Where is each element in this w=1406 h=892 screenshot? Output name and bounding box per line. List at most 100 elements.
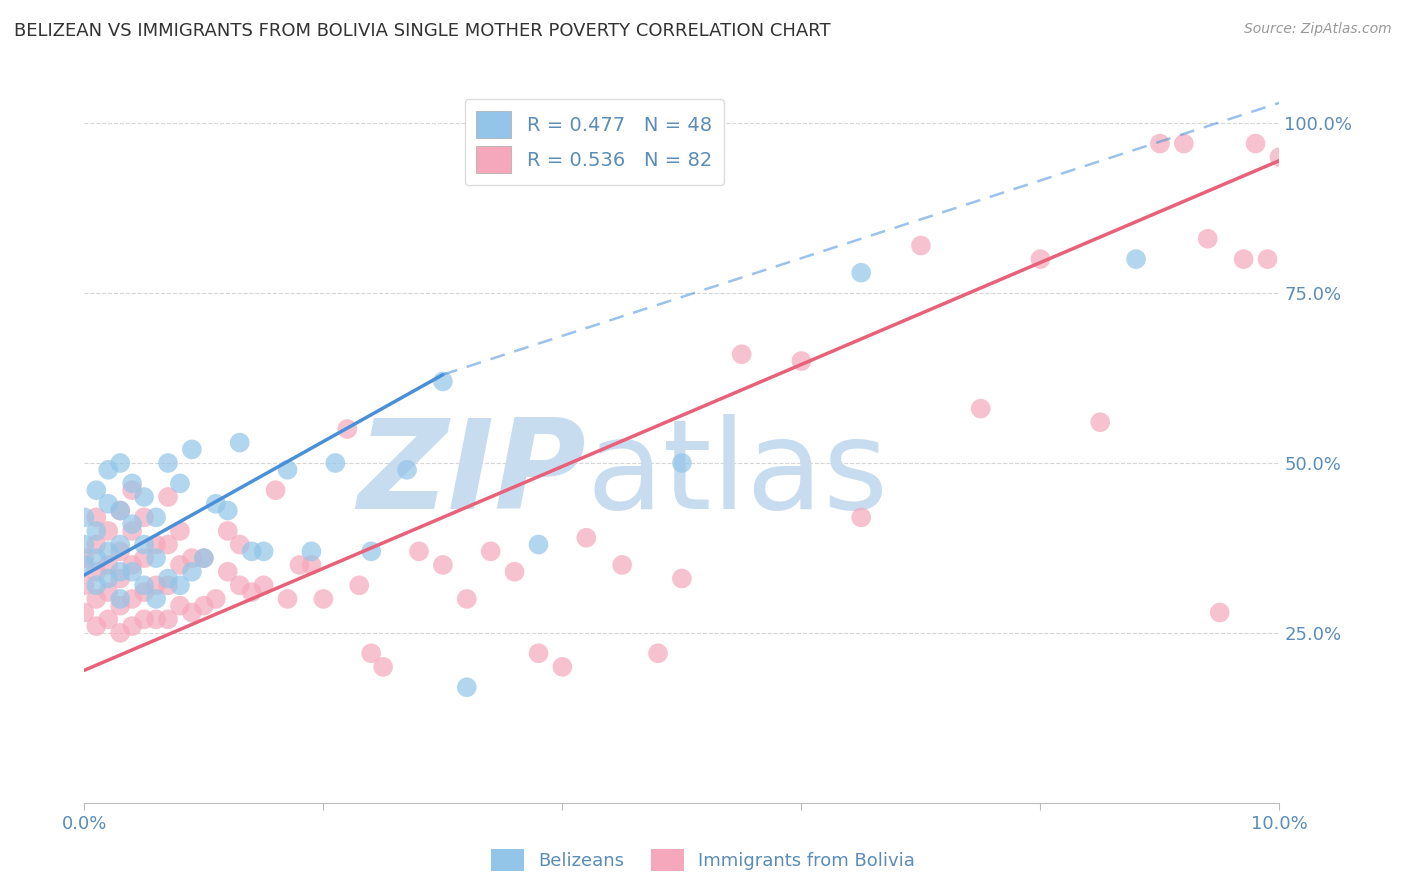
Point — [671, 572, 693, 586]
Point — [86, 483, 108, 498]
Point — [205, 497, 228, 511]
Point — [132, 537, 156, 551]
Point — [217, 503, 239, 517]
Point — [193, 551, 215, 566]
Point — [145, 612, 167, 626]
Point — [360, 544, 382, 558]
Point — [1197, 232, 1219, 246]
Text: atlas: atlas — [586, 414, 889, 535]
Point — [145, 537, 167, 551]
Point — [157, 578, 180, 592]
Point — [790, 354, 813, 368]
Point — [121, 591, 143, 606]
Point — [121, 517, 143, 532]
Point — [169, 599, 191, 613]
Point — [217, 524, 239, 538]
Point — [157, 456, 180, 470]
Point — [349, 578, 371, 592]
Point — [110, 537, 132, 551]
Point — [1173, 136, 1195, 151]
Point — [132, 510, 156, 524]
Point — [408, 544, 430, 558]
Point — [205, 591, 228, 606]
Point — [97, 544, 120, 558]
Point — [277, 591, 299, 606]
Point — [121, 619, 143, 633]
Point — [86, 537, 108, 551]
Point — [73, 606, 96, 620]
Point — [479, 544, 502, 558]
Point — [110, 565, 132, 579]
Point — [432, 375, 454, 389]
Point — [1208, 606, 1232, 620]
Point — [121, 524, 143, 538]
Point — [86, 524, 108, 538]
Point — [73, 551, 96, 566]
Point — [527, 646, 550, 660]
Point — [312, 591, 335, 606]
Point — [396, 463, 419, 477]
Point — [217, 565, 239, 579]
Point — [73, 510, 96, 524]
Point — [169, 558, 191, 572]
Point — [301, 544, 323, 558]
Point — [86, 565, 108, 579]
Point — [253, 544, 276, 558]
Point — [180, 442, 204, 457]
Point — [456, 591, 478, 606]
Point — [849, 266, 872, 280]
Legend: Belizeans, Immigrants from Bolivia: Belizeans, Immigrants from Bolivia — [484, 842, 922, 879]
Point — [97, 612, 120, 626]
Point — [97, 572, 120, 586]
Point — [288, 558, 311, 572]
Point — [228, 435, 252, 450]
Point — [121, 476, 143, 491]
Point — [110, 503, 132, 517]
Point — [731, 347, 754, 361]
Point — [86, 619, 108, 633]
Point — [610, 558, 633, 572]
Point — [97, 585, 120, 599]
Point — [264, 483, 287, 498]
Point — [193, 551, 215, 566]
Point — [110, 572, 132, 586]
Legend: R = 0.477   N = 48, R = 0.536   N = 82: R = 0.477 N = 48, R = 0.536 N = 82 — [464, 99, 724, 185]
Point — [1029, 252, 1052, 266]
Point — [145, 591, 167, 606]
Point — [849, 510, 872, 524]
Point — [110, 456, 132, 470]
Text: Source: ZipAtlas.com: Source: ZipAtlas.com — [1244, 22, 1392, 37]
Point — [180, 551, 204, 566]
Point — [86, 551, 108, 566]
Point — [180, 565, 204, 579]
Point — [360, 646, 382, 660]
Point — [551, 660, 574, 674]
Point — [169, 578, 191, 592]
Point — [73, 558, 96, 572]
Point — [301, 558, 323, 572]
Point — [671, 456, 693, 470]
Point — [193, 599, 215, 613]
Point — [157, 612, 180, 626]
Point — [503, 565, 526, 579]
Point — [970, 401, 993, 416]
Point — [145, 578, 167, 592]
Text: ZIP: ZIP — [357, 414, 586, 535]
Point — [228, 537, 252, 551]
Point — [169, 476, 191, 491]
Point — [110, 544, 132, 558]
Point — [73, 578, 96, 592]
Point — [97, 497, 120, 511]
Point — [253, 578, 276, 592]
Point — [97, 524, 120, 538]
Point — [86, 591, 108, 606]
Point — [456, 680, 478, 694]
Point — [371, 660, 394, 674]
Point — [110, 626, 132, 640]
Point — [910, 238, 932, 252]
Point — [527, 537, 550, 551]
Point — [277, 463, 299, 477]
Point — [73, 537, 96, 551]
Point — [180, 606, 204, 620]
Point — [1257, 252, 1279, 266]
